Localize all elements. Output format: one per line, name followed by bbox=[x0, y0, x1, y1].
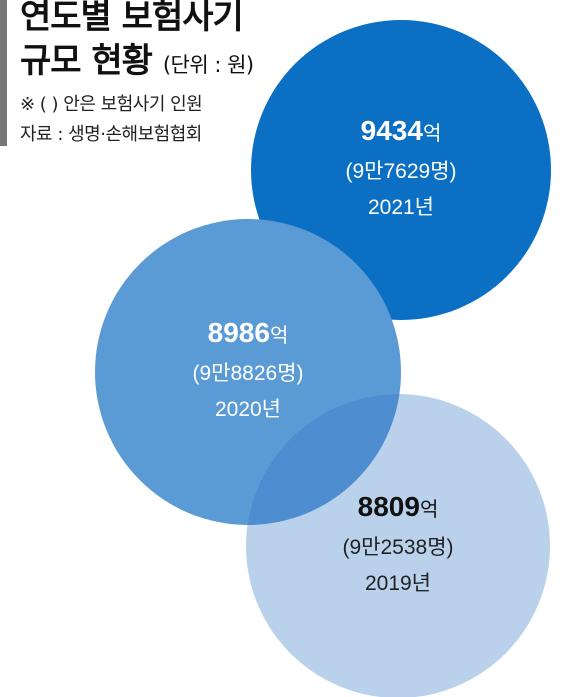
people-label-2019: (9만2538명) bbox=[342, 536, 453, 559]
amount-unit-2020: 억 bbox=[270, 324, 288, 347]
amount-label-2020: 8986억 bbox=[208, 317, 289, 348]
amount-label-2021: 9434억 bbox=[361, 115, 442, 146]
unit-label: (단위 : 원) bbox=[162, 53, 254, 77]
year-label-2020: 2020년 bbox=[215, 398, 281, 421]
amount-unit-2021: 억 bbox=[423, 122, 441, 145]
note-text: ※ ( ) 안은 보험사기 인원 bbox=[20, 94, 203, 115]
people-label-2020: (9만8826명) bbox=[192, 362, 303, 385]
year-label-2019: 2019년 bbox=[365, 572, 431, 595]
amount-value-2021: 9434 bbox=[361, 115, 424, 146]
chart-title-text: 규모 현황 bbox=[20, 41, 153, 81]
source-text: 자료 : 생명·손해보험협회 bbox=[20, 124, 202, 145]
amount-unit-2019: 억 bbox=[420, 498, 438, 521]
amount-value-2020: 8986 bbox=[208, 317, 270, 348]
bubble-overlap bbox=[246, 394, 401, 525]
people-label-2021: (9만7629명) bbox=[345, 160, 456, 183]
header-accent-bar bbox=[0, 0, 7, 146]
amount-label-2019: 8809억 bbox=[358, 491, 439, 522]
chart-title-line2: 규모 현황 (단위 : 원) bbox=[20, 44, 254, 78]
year-label-2021: 2021년 bbox=[368, 196, 434, 219]
amount-value-2019: 8809 bbox=[358, 491, 420, 522]
chart-title: 연도별 보험사기 bbox=[20, 0, 244, 37]
